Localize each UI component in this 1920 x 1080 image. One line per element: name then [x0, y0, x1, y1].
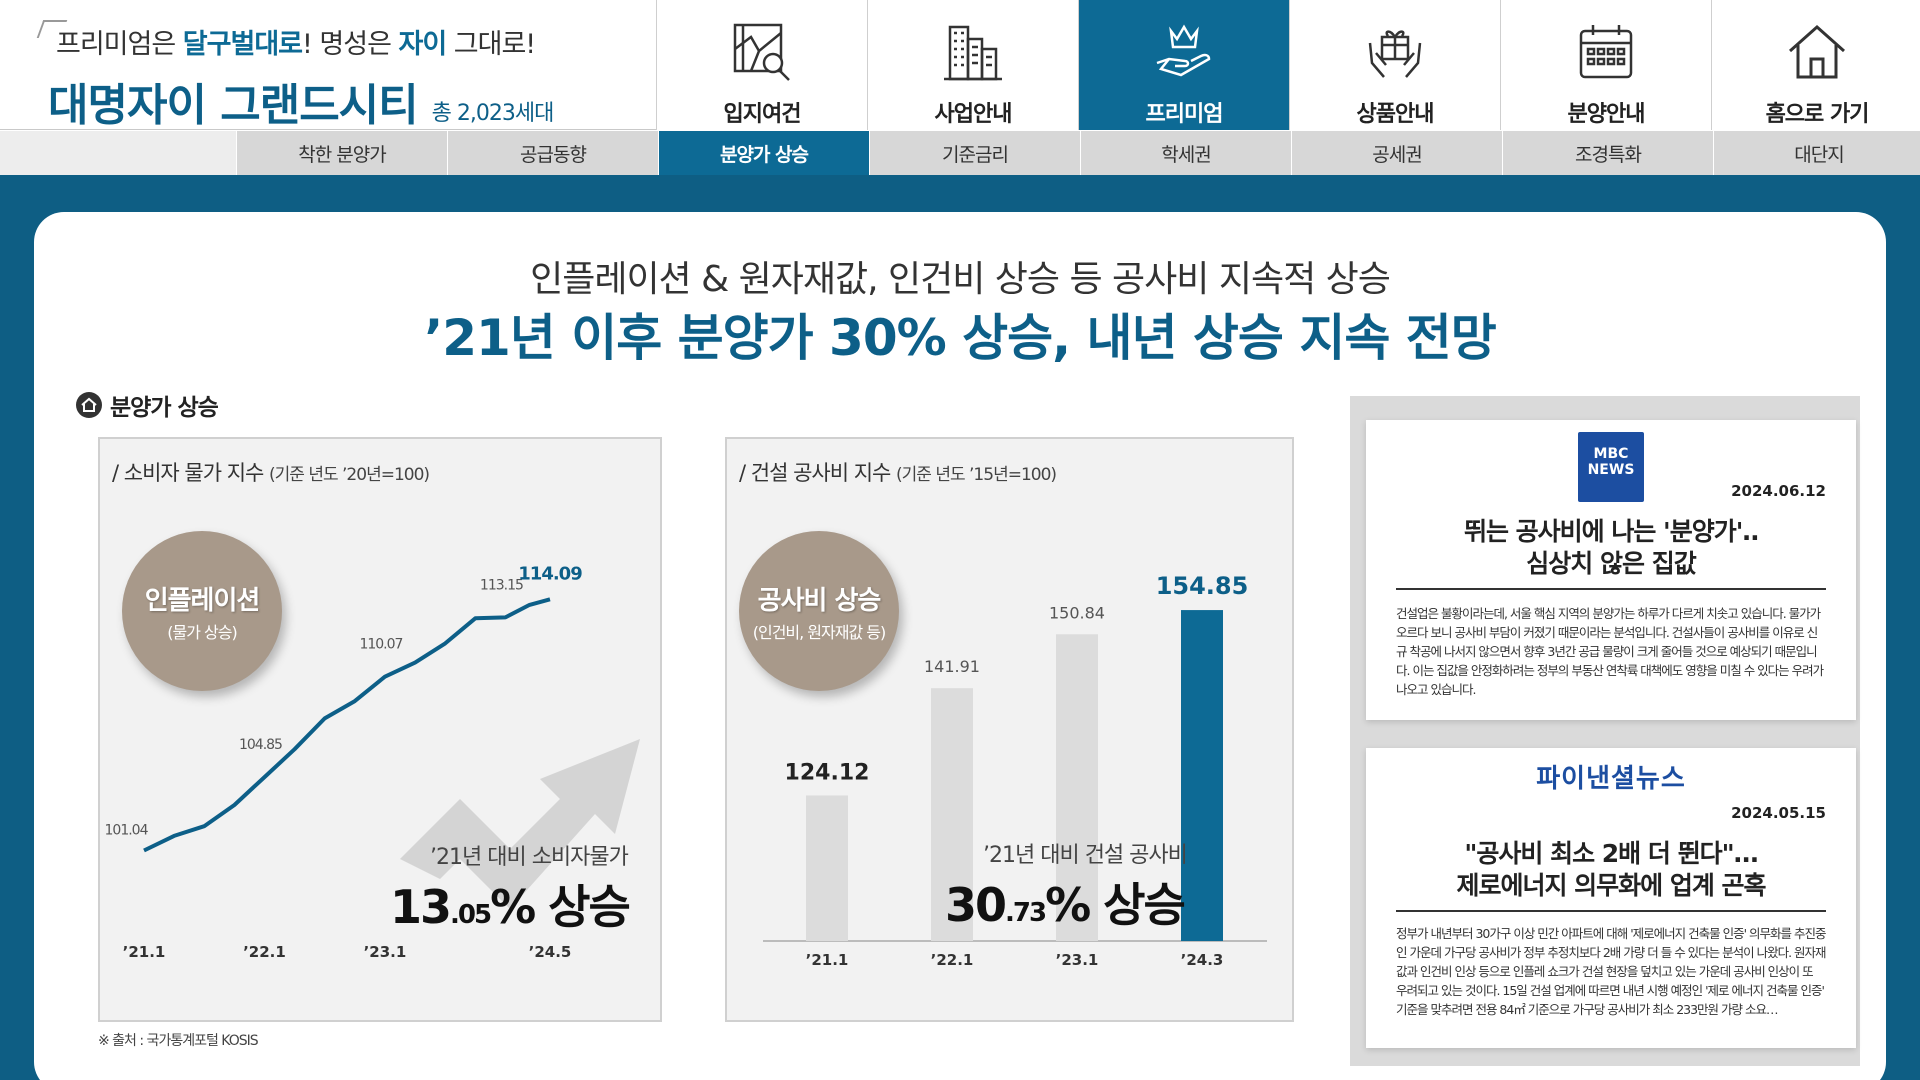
- cost-value-label: 154.85: [1156, 572, 1249, 600]
- calendar-icon: [1570, 16, 1642, 88]
- cost-bar: [1181, 610, 1223, 941]
- news-body: 건설업은 불황이라는데, 서울 핵심 지역의 분양가는 하루가 다르게 치솟고 …: [1396, 606, 1824, 697]
- news-headline: "공사비 최소 2배 더 뛴다"… 제로에너지 의무화에 업계 곤혹: [1396, 838, 1826, 912]
- fnnews-logo: 파이낸셜뉴스: [1536, 764, 1686, 794]
- tab-supply-trend[interactable]: 공급동향: [447, 131, 658, 175]
- map-search-icon: [726, 16, 798, 88]
- news-card-fnnews[interactable]: 파이낸셜뉴스 2024.05.15 "공사비 최소 2배 더 뛴다"… 제로에너…: [1366, 748, 1856, 1048]
- cpi-series-line: [143, 597, 551, 853]
- cost-bar-chart: 124.12 ’21.1 141.91 ’22.1 150.84 ’23.1 154.85 ’…: [763, 572, 1267, 969]
- tab-price-rise[interactable]: 분양가 상승: [658, 131, 869, 175]
- gift-hands-icon: [1359, 16, 1431, 88]
- nav-sales[interactable]: 분양안내: [1500, 0, 1711, 130]
- section-title: 분양가 상승: [76, 388, 219, 422]
- tab-school-zone[interactable]: 학세권: [1080, 131, 1291, 175]
- brand-title[interactable]: 대명자이 그랜드시티: [48, 80, 419, 131]
- cost-x-tick: ’23.1: [1056, 951, 1099, 969]
- tab-park-zone[interactable]: 공세권: [1291, 131, 1502, 175]
- mbc-news-logo: MBC NEWS: [1578, 432, 1644, 502]
- cpi-x-tick: ’23.1: [364, 943, 407, 961]
- cost-x-tick: ’21.1: [806, 951, 849, 969]
- cpi-data-label: 114.09: [518, 563, 582, 584]
- cost-bar: [806, 795, 848, 941]
- cpi-data-label: 104.85: [239, 737, 282, 753]
- nav-products[interactable]: 상품안내: [1289, 0, 1500, 130]
- cpi-callout: ’21년 대비 소비자물가 13.05% 상승: [390, 845, 631, 934]
- cost-bar: [931, 688, 973, 941]
- cpi-data-label: 101.04: [105, 822, 149, 838]
- cpi-data-label: 113.15: [480, 577, 523, 593]
- brand-block: 프리미엄은 달구벌대로! 명성은 자이 그대로! 대명자이 그랜드시티 총 2,…: [48, 22, 648, 133]
- tab-base-rate[interactable]: 기준금리: [869, 131, 1080, 175]
- brand-units: 총 2,023세대: [431, 101, 555, 126]
- cpi-x-tick: ’22.1: [243, 943, 286, 961]
- cost-chart-title: / 건설 공사비 지수 (기준 년도 ’15년=100): [739, 461, 1057, 485]
- inflation-badge: 인플레이션 (물가 상승): [122, 531, 282, 691]
- home-icon: [1781, 16, 1853, 88]
- tab-good-price[interactable]: 착한 분양가: [236, 131, 447, 175]
- news-body: 정부가 내년부터 30가구 이상 민간 아파트에 대해 '제로에너지 건축물 인…: [1396, 926, 1827, 1017]
- cost-rise-badge: 공사비 상승 (인건비, 원자재값 등): [739, 531, 899, 691]
- house-badge-icon: [76, 392, 102, 418]
- news-date: 2024.05.15: [1731, 804, 1826, 822]
- sub-nav: 착한 분양가 공급동향 분양가 상승 기준금리 학세권 공세권 조경특화 대단지: [0, 131, 1920, 175]
- news-date: 2024.06.12: [1731, 482, 1826, 500]
- cpi-data-label: 110.07: [359, 637, 402, 653]
- crown-hand-icon: [1148, 16, 1220, 88]
- brand-tagline: 프리미엄은 달구벌대로! 명성은 자이 그대로!: [48, 22, 648, 61]
- page-headline: 인플레이션 & 원자재값, 인건비 상승 등 공사비 지속적 상승: [530, 259, 1391, 300]
- nav-location[interactable]: 입지여건: [656, 0, 867, 130]
- cost-chart-panel: / 건설 공사비 지수 (기준 년도 ’15년=100) 124.12 ’21.1…: [725, 437, 1294, 1022]
- buildings-icon: [937, 16, 1009, 88]
- source-note: ※ 출처 : 국가통계포털 KOSIS: [98, 1033, 259, 1049]
- tab-large-complex[interactable]: 대단지: [1713, 131, 1920, 175]
- tab-landscape[interactable]: 조경특화: [1502, 131, 1713, 175]
- cpi-x-tick: ’21.1: [123, 943, 166, 961]
- cpi-chart-title: / 소비자 물가 지수 (기준 년도 ’20년=100): [112, 461, 430, 485]
- nav-business[interactable]: 사업안내: [867, 0, 1078, 130]
- cost-callout: ’21년 대비 건설 공사비 30.73% 상승: [945, 843, 1188, 932]
- nav-home[interactable]: 홈으로 가기: [1711, 0, 1920, 130]
- cost-value-label: 141.91: [924, 657, 980, 676]
- cost-x-tick: ’22.1: [931, 951, 974, 969]
- cpi-x-tick: ’24.5: [529, 943, 572, 961]
- cost-bar: [1056, 634, 1098, 941]
- news-headline: 뛰는 공사비에 나는 '분양가'‥ 심상치 않은 집값: [1396, 516, 1826, 590]
- news-card-mbc[interactable]: MBC NEWS 2024.06.12 뛰는 공사비에 나는 '분양가'‥ 심상…: [1366, 420, 1856, 720]
- cost-value-label: 150.84: [1049, 603, 1105, 622]
- cost-value-label: 124.12: [785, 760, 870, 785]
- main-nav: 입지여건 사업안내 프리미엄: [656, 0, 1920, 130]
- nav-premium[interactable]: 프리미엄: [1078, 0, 1289, 130]
- cost-x-tick: ’24.3: [1181, 951, 1224, 969]
- top-header: 프리미엄은 달구벌대로! 명성은 자이 그대로! 대명자이 그랜드시티 총 2,…: [0, 0, 1920, 133]
- cpi-chart-panel: / 소비자 물가 지수 (기준 년도 ’20년=100) 101.04 104.8…: [98, 437, 662, 1022]
- page-subheadline: ’21년 이후 분양가 30% 상승, 내년 상승 지속 전망: [424, 309, 1497, 367]
- rising-arrow-graphic: [400, 739, 640, 909]
